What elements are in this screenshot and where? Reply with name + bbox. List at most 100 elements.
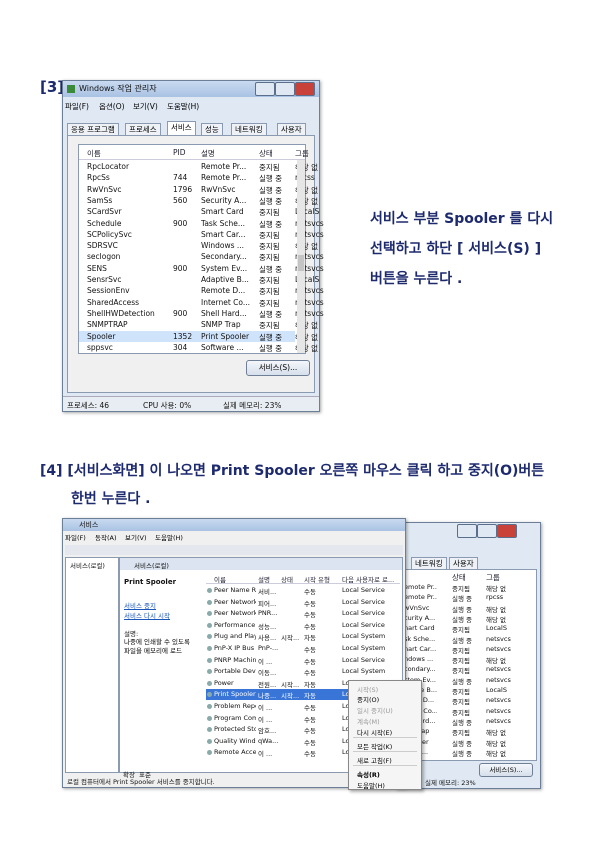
services-button[interactable]: 서비스(S)... <box>479 763 533 777</box>
menu-item[interactable]: 보기(V) <box>133 102 158 111</box>
row-icon <box>207 599 212 605</box>
tree-item[interactable]: 서비스(로컬) <box>70 562 105 570</box>
bottom-tabs: 확장 표준 <box>123 771 183 779</box>
column-header[interactable]: 다음 사용자로 로... <box>342 576 395 584</box>
window-button[interactable] <box>255 82 275 96</box>
service-row[interactable]: Peer Networki...피어... 수동 Local Service <box>206 597 400 608</box>
services-button[interactable]: 서비스(S)... <box>246 360 310 376</box>
service-row[interactable]: SCardSvr Smart Card 중지됨 LocalS <box>79 206 319 217</box>
window-button[interactable] <box>295 82 315 96</box>
window-button[interactable] <box>497 524 517 538</box>
tab[interactable]: 응용 프로그램 <box>67 123 119 135</box>
status-bar: 프로세스: 46 CPU 사용: 0% 실제 메모리: 23% <box>63 396 319 411</box>
context-item[interactable]: 모든 작업(K) <box>357 743 393 751</box>
tab[interactable]: 확장 <box>123 771 135 779</box>
service-row[interactable]: PNRP Machin...이 ... 수동 Local Service <box>206 655 400 666</box>
link-line[interactable]: 서비스 다시 시작 <box>124 612 170 620</box>
status-text: CPU 사용: 0% <box>143 401 192 410</box>
service-row[interactable]: PnP-X IP Bus ...PnP-... 수동 Local System <box>206 643 400 654</box>
service-row[interactable]: SamSs 560 Security A... 실행 중 해당 없 <box>79 195 318 206</box>
service-row[interactable]: SENS 900 System Ev... 실행 중 netsvcs <box>79 263 324 274</box>
tab[interactable]: 사용자 <box>449 557 478 569</box>
cell: 실행 중 <box>452 718 473 727</box>
service-row[interactable]: Spooler 1352 Print Spooler 실행 중 해당 없 <box>79 330 318 342</box>
service-row[interactable]: Peer Networki...PNR... 수동 Local Service <box>206 608 400 619</box>
tab-panel: 이름 PID 설명 상태 그룹 RpcLocator Remote Pr... 중지됨 해당 없… <box>67 135 324 393</box>
service-row[interactable]: Performance ...성능... 수동 Local Service <box>206 620 400 631</box>
context-item[interactable]: 다시 시작(E) <box>357 729 393 737</box>
menu-item[interactable]: 옵션(O) <box>99 102 125 111</box>
context-item[interactable]: 새로 고침(F) <box>357 757 392 765</box>
context-menu: 시작(S) 중지(O) 일시 중지(U) 계속(M) 다시 시작(E) 모든 작업(K) 새… <box>348 680 422 790</box>
cell: 1352 <box>173 331 193 341</box>
menu-item[interactable]: 도움말(H) <box>155 534 183 542</box>
service-row[interactable]: SessionEnv Remote D... 중지됨 netsvcs <box>79 285 324 296</box>
tab[interactable]: 사용자 <box>277 123 306 135</box>
service-row[interactable]: SensrSvc Adaptive B... 중지됨 LocalS <box>79 274 319 285</box>
service-row[interactable]: RpcLocator Remote Pr... 중지됨 해당 없 <box>79 161 318 172</box>
cell: Local Service <box>342 597 385 606</box>
tab[interactable]: 표준 <box>139 771 151 779</box>
menu-item[interactable]: 파일(F) <box>65 534 86 542</box>
column-header[interactable]: 설명 <box>201 149 215 158</box>
cell: 중지됨 <box>452 657 470 666</box>
cell: 중지됨 <box>259 276 280 285</box>
context-item[interactable]: 시작(S) <box>357 686 379 694</box>
column-header[interactable]: PID <box>173 148 186 157</box>
context-item[interactable]: 속성(R) <box>357 771 380 779</box>
window-button[interactable] <box>457 524 477 538</box>
column-header[interactable]: 상태 <box>452 573 466 582</box>
service-row[interactable]: Schedule 900 Task Sche... 실행 중 netsvcs <box>79 218 324 229</box>
cell: LocalS <box>295 207 320 217</box>
service-row[interactable]: ShellHWDetection 900 Shell Hard... 실행 중 nets… <box>79 308 324 319</box>
tab[interactable]: 프로세스 <box>125 123 161 135</box>
service-row[interactable]: SharedAccess Internet Co... 중지됨 netsvcs <box>79 297 324 308</box>
service-row[interactable]: RwVnSvc 1796 RwVnSvc 실행 중 해당 없 <box>79 184 318 195</box>
cell: Spooler <box>87 331 116 341</box>
context-item[interactable]: 계속(M) <box>357 718 380 726</box>
menu-item[interactable]: 파일(F) <box>65 102 89 111</box>
column-header[interactable]: 상태 <box>259 149 273 158</box>
cell: 중지됨 <box>452 698 470 707</box>
background-window: 네트워킹 사용자 상태 그룹 emote Pr... 중지됨 해당 없 emote Pr...… <box>396 522 541 789</box>
tab[interactable]: 서비스 <box>167 121 196 135</box>
service-row[interactable]: Peer Name Re...서비... 수동 Local Service <box>206 585 400 596</box>
tab[interactable]: 네트워킹 <box>231 123 267 135</box>
cell: 해당 없 <box>295 242 319 252</box>
service-row[interactable]: Portable Devi...이동... 수동 Local System <box>206 666 400 677</box>
menu-item[interactable]: 보기(V) <box>125 534 147 542</box>
cell: 실행 중 <box>259 219 283 229</box>
cell: 실행 중 <box>452 677 473 686</box>
header-line <box>79 159 305 160</box>
service-row[interactable]: Plug and Play 사용... 시작... 자동 Local System <box>206 631 400 642</box>
cell: SNMPTRAP <box>87 320 128 330</box>
column-header[interactable]: 그룹 <box>295 149 309 158</box>
tab[interactable]: 네트워킹 <box>411 557 447 569</box>
service-row[interactable]: sppsvc 304 Software ... 실행 중 해당 없 <box>79 342 318 353</box>
service-row[interactable]: SCPolicySvc Smart Car... 중지됨 netsvcs <box>79 229 324 240</box>
service-row[interactable]: seclogon Secondary... 중지됨 netsvcs <box>79 251 324 262</box>
link-line[interactable]: 서비스 중지 <box>124 602 156 610</box>
column-header[interactable]: 그룹 <box>486 573 500 582</box>
cell: Peer Networki... <box>214 609 256 618</box>
service-row[interactable]: SDRSVC Windows ... 중지됨 해당 없 <box>79 240 318 251</box>
context-item[interactable]: 도움말(H) <box>357 782 385 790</box>
column-header[interactable]: 시작 유형 <box>304 576 330 584</box>
cell: RpcLocator <box>87 162 130 171</box>
menu-item[interactable]: 동작(A) <box>95 534 117 542</box>
cell: Print Spooler <box>201 331 250 341</box>
tab[interactable]: 성능 <box>201 123 223 135</box>
instruction-line: 한번 누른다 . <box>71 491 151 507</box>
context-item[interactable]: 일시 중지(U) <box>357 707 393 715</box>
menu-item[interactable]: 도움말(H) <box>167 102 200 111</box>
column-header[interactable]: 이름 <box>214 576 226 584</box>
column-header[interactable]: 설명 <box>258 576 270 584</box>
column-header[interactable]: 상태 <box>281 576 293 584</box>
cell: 실행 중 <box>452 595 473 604</box>
service-row[interactable]: SNMPTRAP SNMP Trap 중지됨 해당 없 <box>79 319 318 330</box>
window-button[interactable] <box>477 524 497 538</box>
window-button[interactable] <box>275 82 295 96</box>
context-item[interactable]: 중지(O) <box>357 696 380 704</box>
column-header[interactable]: 이름 <box>87 149 101 158</box>
